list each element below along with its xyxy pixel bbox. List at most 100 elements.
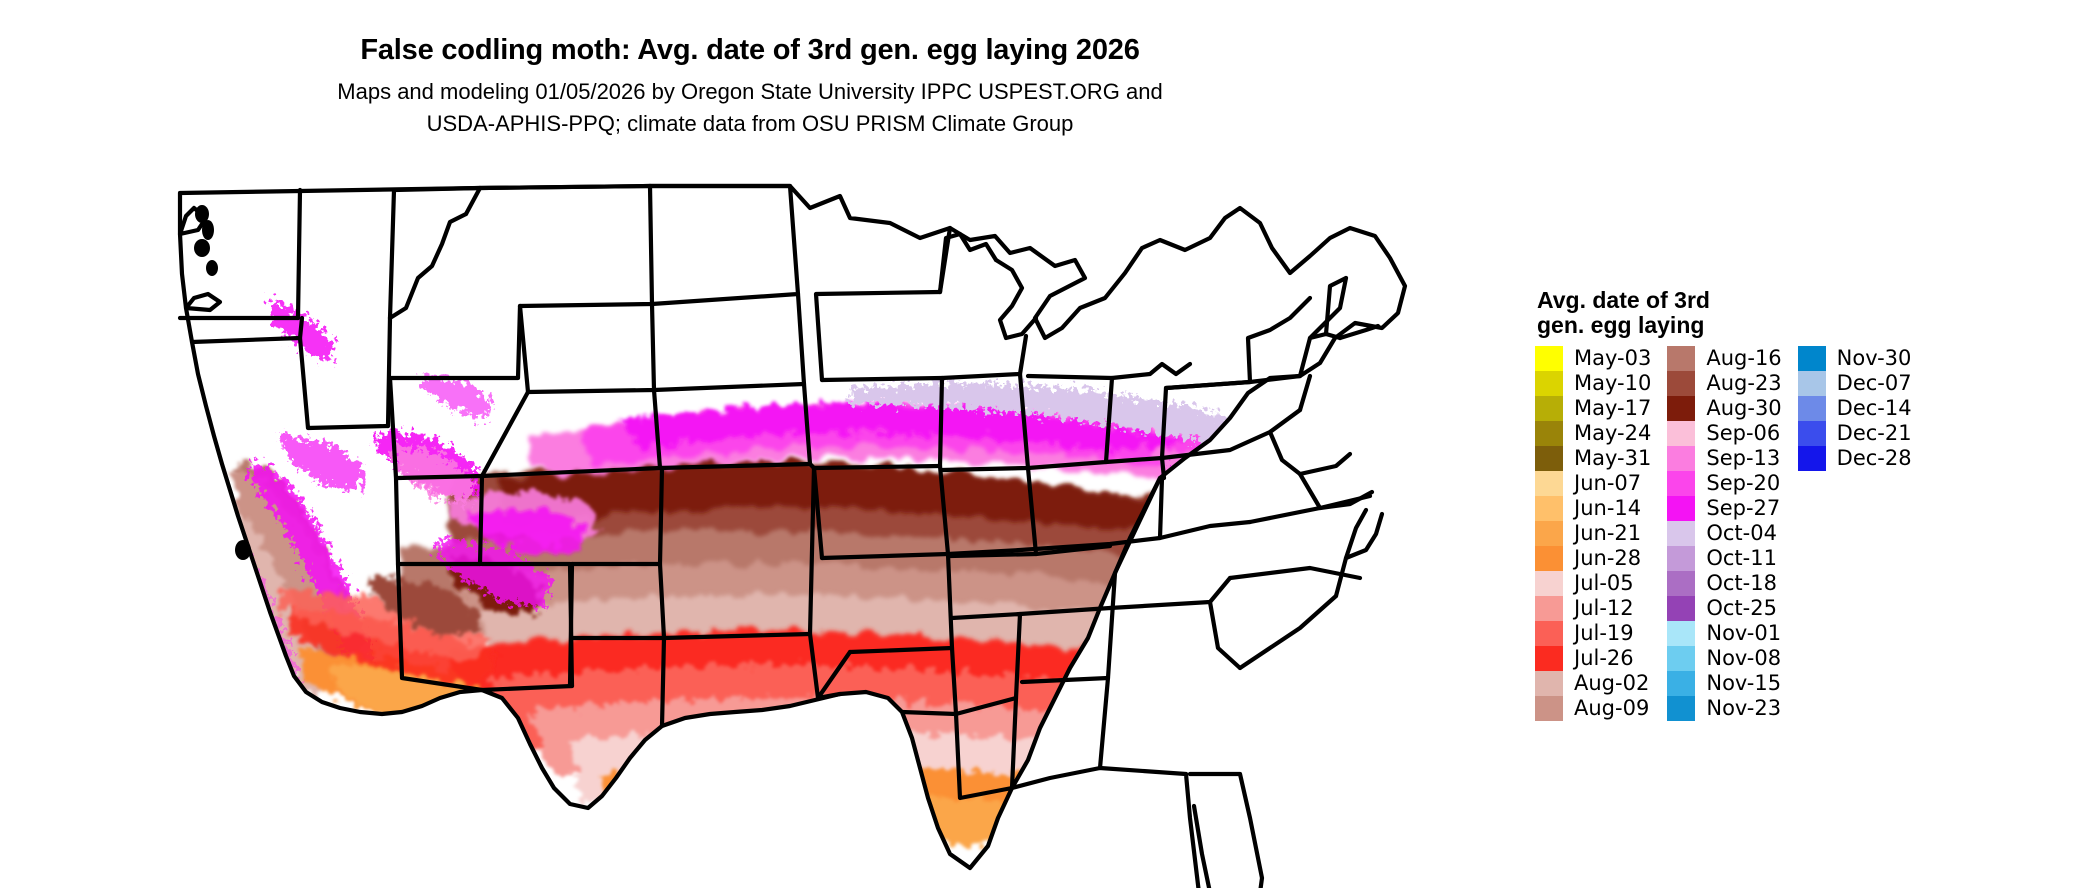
legend-swatch xyxy=(1667,371,1696,396)
legend-item[interactable]: May-03 xyxy=(1535,346,1651,371)
legend-item-label: Jul-12 xyxy=(1574,596,1634,620)
legend-item[interactable]: May-31 xyxy=(1535,446,1651,471)
legend-item[interactable]: Oct-18 xyxy=(1667,571,1781,596)
legend-item-label: Aug-16 xyxy=(1706,346,1782,370)
legend-swatch xyxy=(1667,496,1696,521)
legend-columns: May-03 May-10 May-17 May-24 May-31 Jun-0… xyxy=(1535,346,2080,721)
legend-item[interactable]: Nov-01 xyxy=(1667,621,1781,646)
legend-item-label: Oct-25 xyxy=(1706,596,1777,620)
legend-swatch xyxy=(1535,596,1563,621)
page-title: False codling moth: Avg. date of 3rd gen… xyxy=(360,34,1140,67)
legend-item-label: Dec-07 xyxy=(1836,371,1912,395)
legend-item[interactable]: Dec-07 xyxy=(1797,371,1912,396)
legend-item[interactable]: Dec-14 xyxy=(1797,396,1912,421)
legend-swatch xyxy=(1797,396,1826,421)
legend-item-label: Jul-19 xyxy=(1574,621,1634,645)
legend-item-label: Jun-28 xyxy=(1574,546,1642,570)
page-subtitle: Maps and modeling 01/05/2026 by Oregon S… xyxy=(0,76,1500,140)
water-body-accents xyxy=(194,205,251,560)
us-choropleth-map xyxy=(150,178,1470,888)
legend-item[interactable]: Jun-14 xyxy=(1535,496,1651,521)
legend-item-label: Oct-18 xyxy=(1706,571,1777,595)
legend-item[interactable]: Nov-15 xyxy=(1667,671,1781,696)
legend-swatch xyxy=(1535,671,1563,696)
legend-item-label: Jul-26 xyxy=(1574,646,1634,670)
legend-item-label: Nov-01 xyxy=(1706,621,1782,645)
state-boundaries xyxy=(177,183,1408,888)
legend-item[interactable]: Aug-09 xyxy=(1535,696,1651,721)
legend-item[interactable]: Aug-02 xyxy=(1535,671,1651,696)
legend-item-label: Sep-20 xyxy=(1706,471,1781,495)
map-legend: Avg. date of 3rd gen. egg laying May-03 … xyxy=(1535,288,2080,721)
legend-item[interactable]: Sep-27 xyxy=(1667,496,1781,521)
legend-swatch xyxy=(1535,521,1563,546)
legend-item[interactable]: May-17 xyxy=(1535,396,1651,421)
legend-item-label: Nov-08 xyxy=(1706,646,1782,670)
legend-item[interactable]: Sep-06 xyxy=(1667,421,1781,446)
legend-item[interactable]: May-24 xyxy=(1535,421,1651,446)
legend-item-label: May-17 xyxy=(1574,396,1652,420)
legend-item-label: May-10 xyxy=(1574,371,1652,395)
legend-item[interactable]: Sep-20 xyxy=(1667,471,1781,496)
legend-swatch xyxy=(1797,421,1826,446)
legend-swatch xyxy=(1667,346,1696,371)
legend-item[interactable]: Jul-05 xyxy=(1535,571,1651,596)
legend-item-label: Jun-07 xyxy=(1574,471,1642,495)
legend-item[interactable]: Sep-13 xyxy=(1667,446,1781,471)
legend-item-label: May-31 xyxy=(1574,446,1652,470)
legend-item[interactable]: Aug-30 xyxy=(1667,396,1782,421)
legend-item[interactable]: Dec-28 xyxy=(1797,446,1912,471)
legend-item[interactable]: Nov-08 xyxy=(1667,646,1781,671)
legend-item[interactable]: Oct-25 xyxy=(1667,596,1781,621)
legend-item-label: Sep-27 xyxy=(1706,496,1781,520)
legend-swatch xyxy=(1535,421,1563,446)
legend-swatch xyxy=(1667,421,1696,446)
legend-swatch xyxy=(1667,521,1696,546)
legend-item-label: Sep-06 xyxy=(1706,421,1781,445)
legend-swatch xyxy=(1667,621,1696,646)
legend-swatch xyxy=(1535,471,1563,496)
legend-swatch xyxy=(1667,546,1696,571)
legend-item-label: Dec-21 xyxy=(1836,421,1912,445)
legend-item-label: Jun-21 xyxy=(1574,521,1642,545)
legend-swatch xyxy=(1667,696,1696,721)
legend-item[interactable]: Jul-26 xyxy=(1535,646,1651,671)
legend-item[interactable]: Jun-07 xyxy=(1535,471,1651,496)
legend-item-label: May-03 xyxy=(1574,346,1652,370)
legend-item[interactable]: May-10 xyxy=(1535,371,1651,396)
legend-item-label: Aug-23 xyxy=(1706,371,1782,395)
legend-item-label: Aug-02 xyxy=(1574,671,1650,695)
legend-swatch xyxy=(1535,446,1563,471)
legend-item-label: Nov-23 xyxy=(1706,696,1782,720)
legend-item-label: Dec-28 xyxy=(1836,446,1912,470)
legend-swatch xyxy=(1667,671,1696,696)
legend-swatch xyxy=(1797,371,1826,396)
legend-item[interactable]: Oct-11 xyxy=(1667,546,1781,571)
legend-swatch xyxy=(1667,446,1696,471)
legend-item[interactable]: Nov-30 xyxy=(1797,346,1912,371)
legend-swatch xyxy=(1535,496,1563,521)
legend-item[interactable]: Jul-19 xyxy=(1535,621,1651,646)
legend-swatch xyxy=(1535,396,1563,421)
legend-item[interactable]: Aug-23 xyxy=(1667,371,1782,396)
legend-item-label: Jul-05 xyxy=(1574,571,1634,595)
legend-item-label: Jun-14 xyxy=(1574,496,1642,520)
legend-item-label: Nov-15 xyxy=(1706,671,1782,695)
legend-item[interactable]: Nov-23 xyxy=(1667,696,1781,721)
legend-swatch xyxy=(1667,646,1696,671)
legend-swatch xyxy=(1535,621,1563,646)
legend-item[interactable]: Aug-16 xyxy=(1667,346,1782,371)
legend-swatch xyxy=(1667,471,1696,496)
legend-item[interactable]: Jun-28 xyxy=(1535,546,1651,571)
legend-item-label: Oct-04 xyxy=(1706,521,1777,545)
legend-swatch xyxy=(1535,571,1563,596)
legend-item[interactable]: Dec-21 xyxy=(1797,421,1912,446)
legend-title: Avg. date of 3rd gen. egg laying xyxy=(1537,287,1710,338)
legend-item[interactable]: Oct-04 xyxy=(1667,521,1781,546)
legend-item-label: Aug-30 xyxy=(1706,396,1782,420)
legend-item[interactable]: Jun-21 xyxy=(1535,521,1651,546)
legend-item-label: Sep-13 xyxy=(1706,446,1781,470)
legend-item[interactable]: Jul-12 xyxy=(1535,596,1651,621)
subtitle-line-2: USDA-APHIS-PPQ; climate data from OSU PR… xyxy=(426,111,1074,136)
